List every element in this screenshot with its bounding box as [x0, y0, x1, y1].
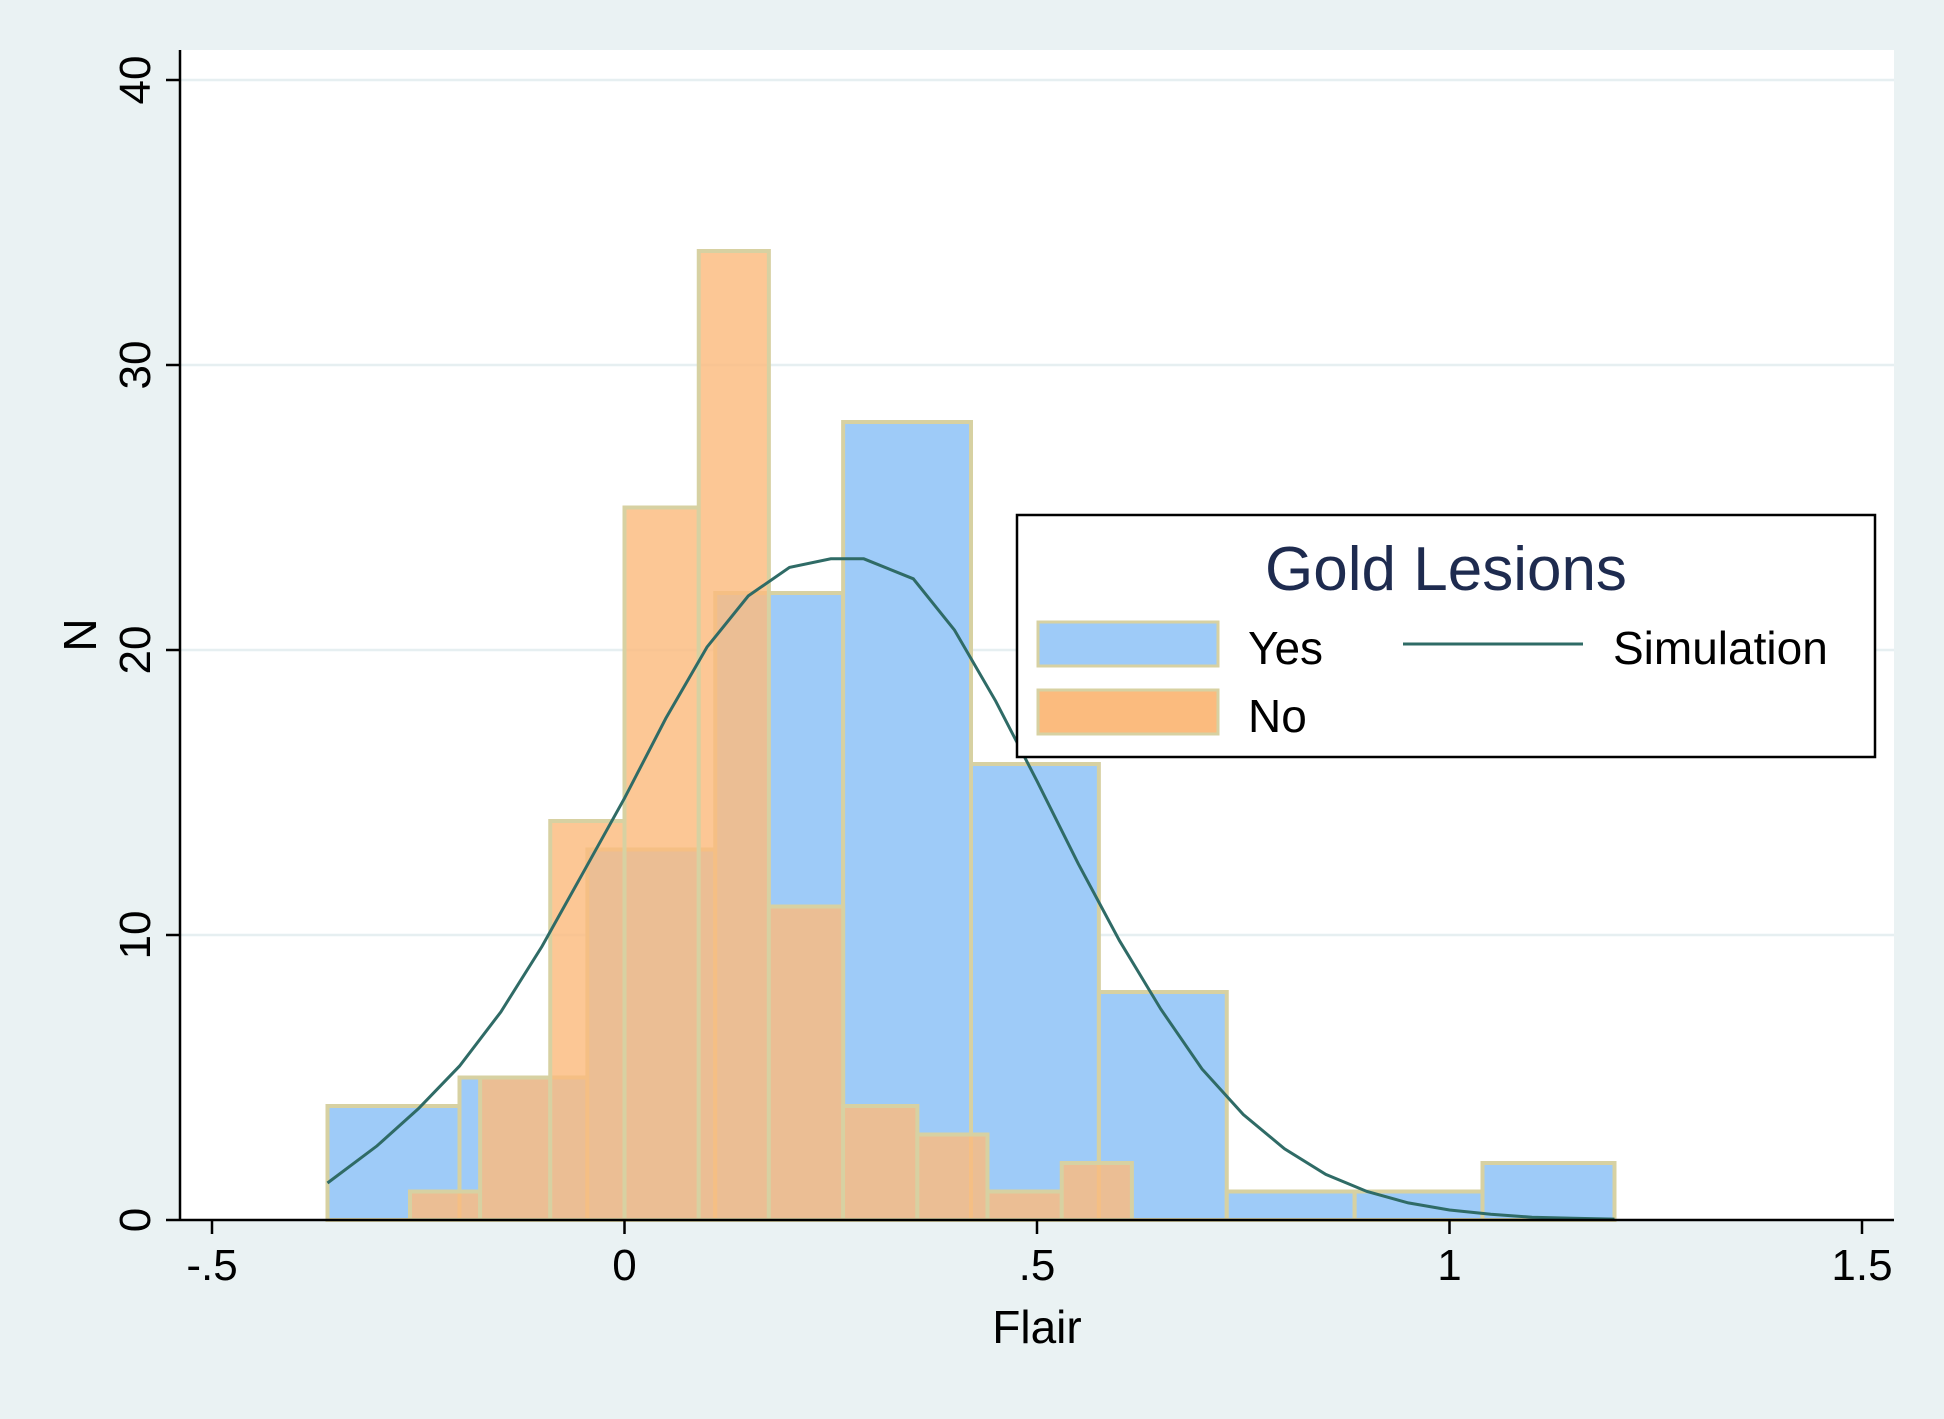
axes: -.5 0 .5 1 1.5 0 10 20 30 40 [111, 50, 1894, 1290]
y-tick-label: 0 [111, 1208, 160, 1232]
bar-no [478, 1075, 553, 1222]
legend-swatch-yes [1036, 620, 1220, 668]
legend-swatch-no [1036, 688, 1220, 736]
x-tick-label: -.5 [186, 1241, 237, 1290]
bar-no [696, 249, 771, 1222]
legend-label-no: No [1248, 690, 1307, 742]
bar-yes [969, 762, 1101, 1222]
legend-title: Gold Lesions [1265, 535, 1627, 604]
x-tick-label: .5 [1019, 1241, 1056, 1290]
x-axis-label: Flair [992, 1301, 1081, 1353]
bar-no [766, 904, 846, 1222]
y-axis-label: N [54, 618, 106, 651]
bar-no [548, 819, 627, 1222]
bar-no [408, 1189, 483, 1222]
x-tick-label: 0 [612, 1241, 636, 1290]
x-tick-label: 1.5 [1831, 1241, 1892, 1290]
y-tick-label: 10 [111, 911, 160, 960]
bar-yes [841, 420, 973, 1222]
x-tick-label: 1 [1437, 1241, 1461, 1290]
bar-no [841, 1104, 920, 1222]
legend-label-simulation: Simulation [1613, 622, 1828, 674]
legend-label-yes: Yes [1248, 622, 1323, 674]
y-tick-label: 40 [111, 56, 160, 105]
bar-no [1059, 1161, 1134, 1222]
bar-no [985, 1189, 1064, 1222]
bar-no [622, 505, 701, 1222]
y-tick-label: 30 [111, 341, 160, 390]
series-no-bars [408, 249, 1134, 1222]
legend: Gold Lesions Yes No Simulation [1015, 513, 1877, 759]
bar-no [915, 1132, 990, 1222]
bar-yes [1224, 1189, 1357, 1222]
bar-yes [1480, 1161, 1617, 1222]
y-tick-label: 20 [111, 626, 160, 675]
series-simulation-line [326, 557, 1615, 1221]
